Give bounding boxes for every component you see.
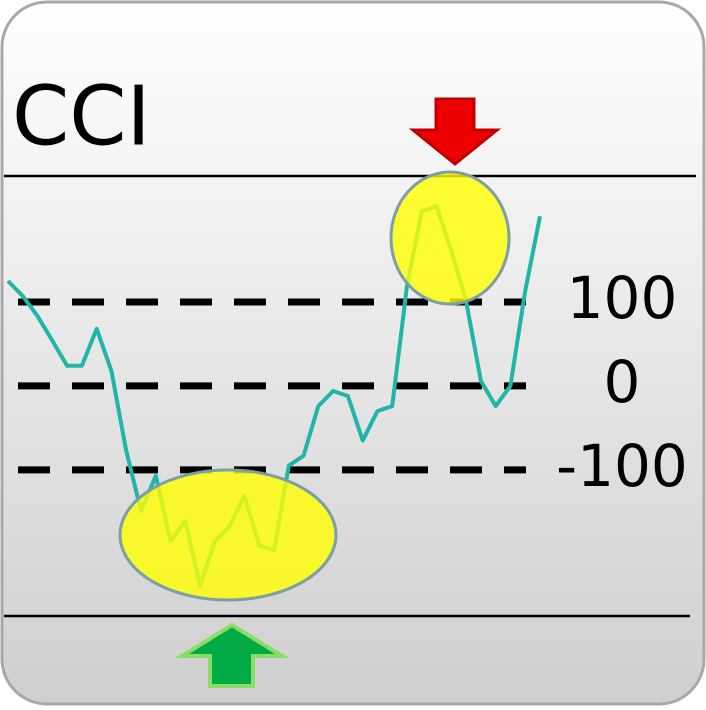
buy-arrow [174,622,290,688]
y-tick-label: 100 [567,264,678,332]
plot: 100 0 -100 [6,204,688,588]
sell-arrow [408,97,502,166]
highlight [118,468,338,602]
chart-title: CCI [12,69,151,164]
y-tick-label: -100 [556,432,688,500]
highlight [389,170,511,306]
y-tick-label: 0 [604,348,641,416]
